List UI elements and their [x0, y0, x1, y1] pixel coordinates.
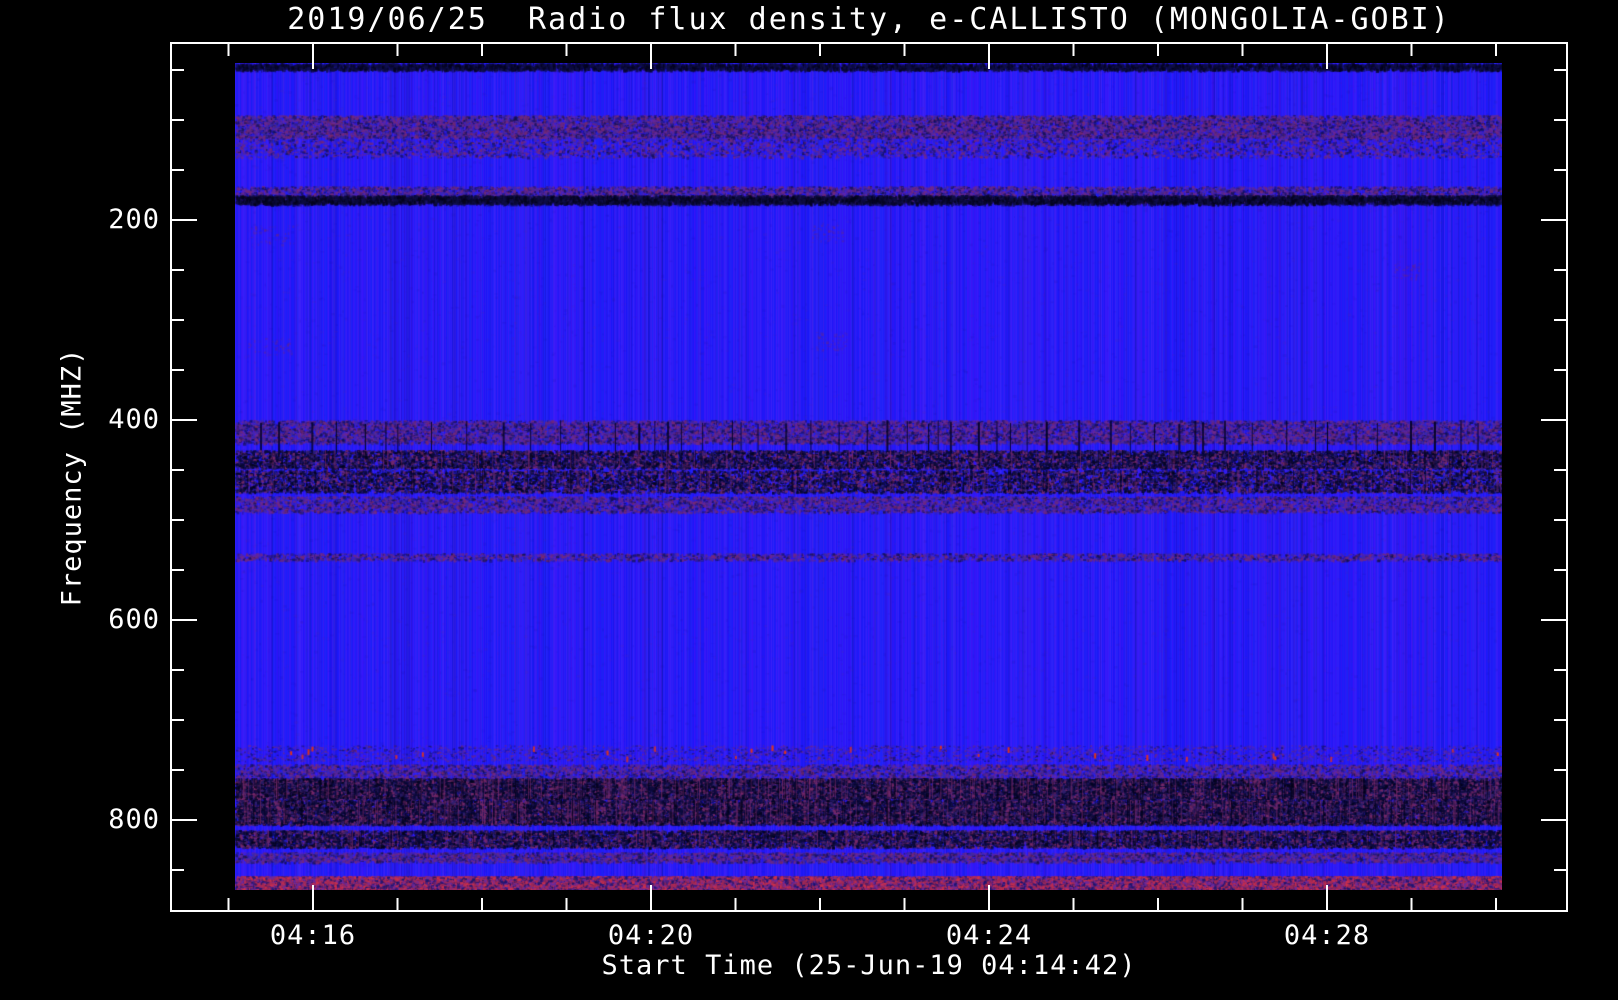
x-tick-label-0424: 04:24	[945, 920, 1033, 951]
y-tick-label-800: 800	[108, 804, 160, 835]
spectrogram-image	[235, 63, 1502, 890]
x-tick-label-0416: 04:16	[269, 920, 357, 951]
x-tick-label-0428: 04:28	[1283, 920, 1371, 951]
y-axis-title: Frequency (MHZ)	[56, 347, 88, 607]
x-axis-title: Start Time (25-Jun-19 04:14:42)	[601, 950, 1137, 981]
plot-title: 2019/06/25 Radio flux density, e-CALLIST…	[287, 2, 1451, 37]
x-tick-label-0420: 04:20	[607, 920, 695, 951]
y-tick-label-400: 400	[108, 404, 160, 435]
y-tick-label-600: 600	[108, 604, 160, 635]
y-tick-label-200: 200	[108, 204, 160, 235]
plot-frame	[170, 42, 1568, 912]
